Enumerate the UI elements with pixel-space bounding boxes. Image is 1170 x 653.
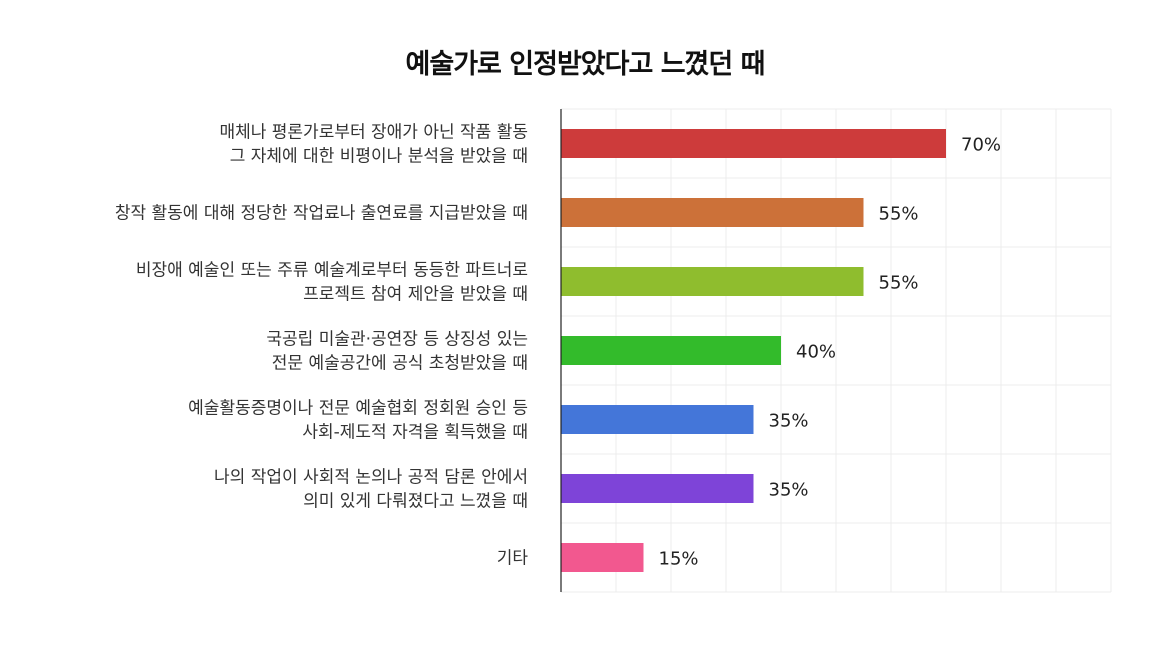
category-label: 나의 작업이 사회적 논의나 공적 담론 안에서 bbox=[214, 468, 528, 488]
bar bbox=[561, 267, 864, 296]
bar bbox=[561, 543, 644, 572]
category-label: 창작 활동에 대해 정당한 작업료나 출연료를 지급받았을 때 bbox=[115, 204, 528, 224]
category-label: 비장애 예술인 또는 주류 예술계로부터 동등한 파트너로 bbox=[136, 261, 528, 281]
category-label: 매체나 평론가로부터 장애가 아닌 작품 활동 bbox=[219, 123, 528, 143]
data-label: 55% bbox=[879, 273, 919, 294]
data-label: 35% bbox=[769, 411, 809, 432]
data-label: 40% bbox=[796, 342, 836, 363]
category-label: 사회-제도적 자격을 획득했을 때 bbox=[302, 423, 528, 443]
bar bbox=[561, 474, 754, 503]
category-label: 전문 예술공간에 공식 초청받았을 때 bbox=[272, 354, 528, 374]
category-label: 국공립 미술관·공연장 등 상징성 있는 bbox=[266, 330, 528, 350]
bar bbox=[561, 198, 864, 227]
data-label: 35% bbox=[769, 480, 809, 501]
data-label: 70% bbox=[961, 135, 1001, 156]
category-label: 프로젝트 참여 제안을 받았을 때 bbox=[303, 285, 528, 305]
category-label: 기타 bbox=[497, 549, 529, 569]
chart-title: 예술가로 인정받았다고 느꼈던 때 bbox=[405, 49, 766, 80]
data-label: 15% bbox=[659, 549, 699, 570]
bar bbox=[561, 129, 946, 158]
category-label: 그 자체에 대한 비평이나 분석을 받았을 때 bbox=[230, 147, 528, 167]
category-label: 예술활동증명이나 전문 예술협회 정회원 승인 등 bbox=[188, 399, 528, 419]
bar bbox=[561, 405, 754, 434]
bar bbox=[561, 336, 781, 365]
category-label: 의미 있게 다뤄졌다고 느꼈을 때 bbox=[303, 492, 528, 512]
data-label: 55% bbox=[879, 204, 919, 225]
